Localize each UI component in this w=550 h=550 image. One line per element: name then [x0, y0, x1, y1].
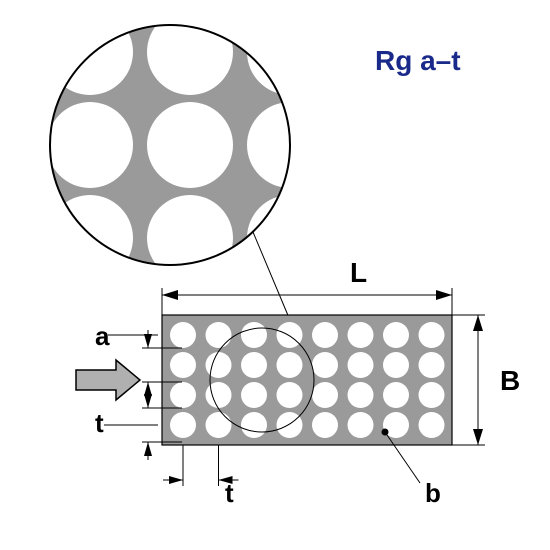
plate-hole	[383, 322, 409, 348]
plate-hole	[241, 352, 267, 378]
diagram-title: Rg a–t	[375, 45, 461, 77]
label-a: a	[95, 321, 110, 351]
plate-hole	[241, 382, 267, 408]
plate-hole	[277, 412, 303, 438]
plate-hole	[206, 322, 232, 348]
plate-hole	[383, 352, 409, 378]
plate-hole	[312, 412, 338, 438]
plate-hole	[419, 322, 445, 348]
plate-hole	[241, 412, 267, 438]
plate-hole	[419, 382, 445, 408]
plate-hole	[241, 322, 267, 348]
label-L: L	[350, 257, 367, 288]
direction-arrow	[76, 360, 140, 400]
plate-hole	[170, 352, 196, 378]
label-B: B	[500, 365, 520, 396]
plate-hole	[277, 322, 303, 348]
plate-hole	[348, 382, 374, 408]
plate-hole	[206, 412, 232, 438]
plate-hole	[348, 412, 374, 438]
plate-hole	[277, 352, 303, 378]
label-t-vert: t	[95, 408, 104, 438]
plate-hole	[312, 352, 338, 378]
plate-hole	[206, 382, 232, 408]
plate-hole	[170, 412, 196, 438]
plate-hole	[277, 382, 303, 408]
plate-hole	[312, 322, 338, 348]
plate-hole	[206, 352, 232, 378]
zoom-view	[0, 9, 433, 281]
plate-hole	[348, 352, 374, 378]
plate-hole	[312, 382, 338, 408]
label-b: b	[425, 478, 441, 508]
plate-hole	[419, 352, 445, 378]
plate-hole	[383, 382, 409, 408]
plate-hole	[419, 412, 445, 438]
plate-hole	[170, 382, 196, 408]
plate-hole	[170, 322, 196, 348]
label-t-horiz: t	[225, 478, 234, 508]
plate-hole	[348, 322, 374, 348]
